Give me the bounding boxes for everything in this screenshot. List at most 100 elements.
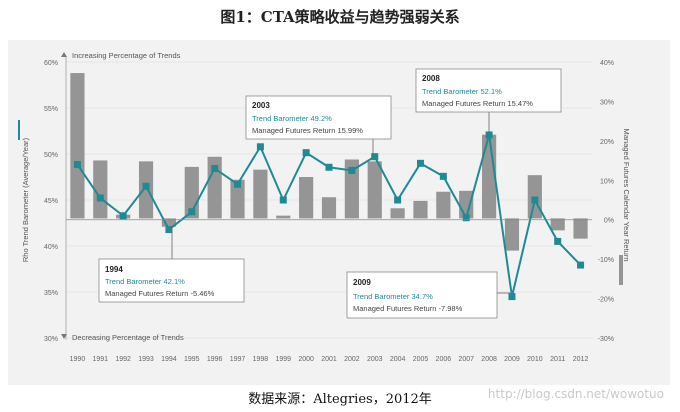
callout-mf-label: Managed Futures Return [105, 289, 188, 298]
bar [230, 179, 245, 219]
bar [413, 200, 428, 219]
data-point [348, 166, 356, 174]
right-tick-label: 40% [600, 60, 614, 67]
right-tick-label: 10% [600, 178, 614, 185]
left-tick-label: 30% [44, 336, 58, 343]
top-label: Increasing Percentage of Trends [72, 51, 181, 60]
callout-year: 1994 [105, 265, 123, 274]
data-point [531, 196, 539, 204]
x-tick-label: 2012 [573, 356, 589, 363]
bar [70, 73, 85, 219]
bar [299, 177, 314, 219]
callout-mf-label: Managed Futures Return [422, 99, 505, 108]
bars [70, 73, 588, 251]
callout-mf-label: Managed Futures Return [252, 126, 335, 135]
data-point [439, 172, 447, 180]
x-tick-label: 2003 [367, 356, 383, 363]
data-point [508, 293, 516, 301]
svg-text:Managed Futures Return -7.98%: Managed Futures Return -7.98% [353, 304, 463, 313]
figure-title: 图1：CTA策略收益与趋势强弱关系 [220, 8, 460, 26]
left-axis-label: Rho Trend Barometer (Average/Year) [21, 137, 30, 262]
data-point [325, 163, 333, 171]
data-point [256, 143, 264, 151]
right-legend-mark [619, 255, 623, 285]
x-tick-label: 2009 [504, 356, 520, 363]
data-point [554, 237, 562, 245]
x-tick-label: 2006 [436, 356, 452, 363]
bar [138, 161, 154, 219]
x-tick-label: 1995 [184, 356, 200, 363]
bar [504, 218, 520, 251]
right-tick-label: -20% [598, 297, 614, 304]
x-tick-label: 1991 [93, 356, 109, 363]
x-tick-label: 2007 [458, 356, 474, 363]
right-tick-label: 20% [600, 139, 614, 146]
x-tick-label: 1990 [70, 356, 86, 363]
callout-tb-label: Trend Barometer [353, 292, 410, 301]
callout-tb-value: 42.1% [164, 277, 186, 286]
bar [93, 160, 108, 219]
callout-1994: 1994 Trend Barometer 42.1% Managed Futur… [98, 226, 245, 303]
data-point [96, 194, 104, 202]
left-tick-label: 55% [44, 106, 58, 113]
bar [344, 159, 359, 219]
data-point [279, 196, 287, 204]
source-note: 数据来源：Altegries，2012年 [248, 392, 432, 407]
data-point [416, 159, 424, 167]
data-point [234, 180, 242, 188]
x-tick-label: 2011 [550, 356, 565, 363]
x-tick-label: 1998 [253, 356, 269, 363]
data-point [462, 214, 470, 222]
svg-text:Trend Barometer 42.1%: Trend Barometer 42.1% [105, 277, 185, 286]
bar [321, 197, 337, 219]
svg-text:Managed Futures Return -5.46%: Managed Futures Return -5.46% [105, 289, 215, 298]
x-tick-label: 2004 [390, 356, 406, 363]
right-tick-label: 0% [604, 218, 614, 225]
callout-mf-value: -5.46% [190, 289, 214, 298]
callout-2008: 2008 Trend Barometer 52.1% Managed Futur… [415, 68, 562, 133]
callout-2003: 2003 Trend Barometer 49.2% Managed Futur… [245, 95, 392, 157]
bar [550, 218, 565, 231]
data-point [577, 261, 585, 269]
right-axis-label: Managed Futures Calendar Year Return [622, 128, 631, 261]
callout-tb-label: Trend Barometer [252, 114, 309, 123]
data-point [211, 164, 219, 172]
bar [253, 169, 268, 219]
axes: 60% 55% 50% 45% 40% 35% 30% 40% 30% 20% 10% 0% -10% -… [44, 56, 614, 363]
data-point [485, 131, 493, 139]
data-point [142, 182, 150, 190]
svg-text:Managed Futures Return 15.99%: Managed Futures Return 15.99% [252, 126, 363, 135]
bar [276, 215, 291, 219]
callout-mf-value: 15.47% [507, 99, 533, 108]
return-line [73, 131, 585, 301]
callout-year: 2008 [422, 74, 440, 83]
x-tick-label: 1992 [115, 356, 131, 363]
callout-year: 2009 [353, 278, 371, 287]
left-tick-label: 45% [44, 198, 58, 205]
svg-text:Trend Barometer 52.1%: Trend Barometer 52.1% [422, 87, 502, 96]
callout-2009: 2009 Trend Barometer 34.7% Managed Futur… [346, 271, 510, 319]
svg-text:Trend Barometer 49.2%: Trend Barometer 49.2% [252, 114, 332, 123]
data-point [394, 196, 402, 204]
data-point [119, 212, 127, 220]
x-tick-label: 2000 [298, 356, 314, 363]
bar [390, 208, 405, 219]
x-tick-label: 1997 [230, 356, 246, 363]
left-tick-label: 40% [44, 244, 58, 251]
callout-tb-label: Trend Barometer [105, 277, 162, 286]
left-tick-label: 50% [44, 152, 58, 159]
right-tick-label: 30% [600, 99, 614, 106]
x-tick-label: 2002 [344, 356, 360, 363]
callout-year: 2003 [252, 101, 270, 110]
callout-mf-label: Managed Futures Return [353, 304, 436, 313]
x-tick-label: 1996 [207, 356, 223, 363]
bar [367, 161, 382, 219]
callout-tb-value: 52.1% [481, 87, 503, 96]
bar [573, 218, 588, 239]
down-arrow-icon [61, 334, 67, 339]
x-tick-label: 2010 [527, 356, 543, 363]
svg-text:Trend Barometer 34.7%: Trend Barometer 34.7% [353, 292, 433, 301]
x-tick-label: 2001 [321, 356, 337, 363]
up-arrow-icon [61, 52, 67, 57]
callout-tb-label: Trend Barometer [422, 87, 479, 96]
